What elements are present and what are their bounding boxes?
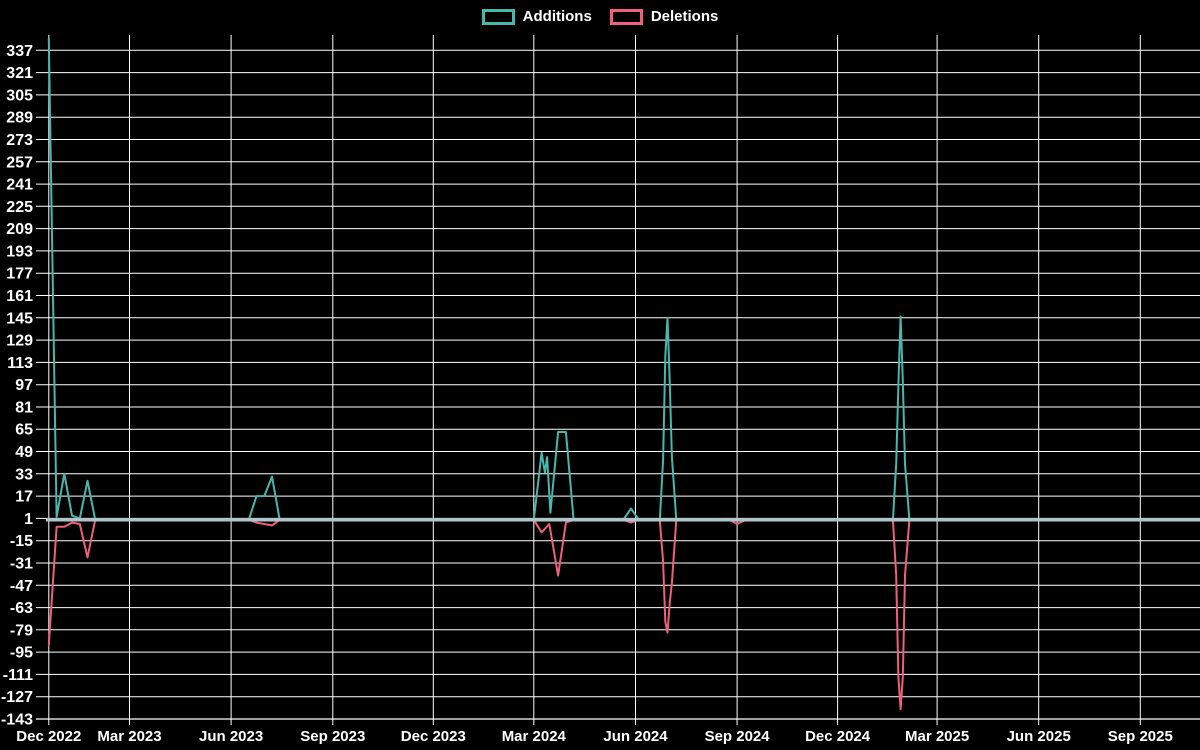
x-tick-label: Sep 2024 [705,728,771,745]
y-tick-label: 193 [6,243,33,260]
y-tick-label: 225 [6,199,33,216]
y-tick-label: -15 [10,533,33,550]
y-tick-label: 97 [15,377,33,394]
y-tick-label: 145 [6,310,33,327]
legend-item-additions[interactable]: Additions [481,8,592,26]
y-tick-label: 321 [6,65,33,82]
y-tick-label: 161 [6,288,33,305]
y-tick-label: 337 [6,43,33,60]
y-tick-label: 177 [6,266,33,283]
x-tick-label: Jun 2024 [603,728,668,745]
y-tick-label: -95 [10,645,33,662]
y-tick-label: 305 [6,87,33,104]
legend-label-additions: Additions [522,8,592,25]
y-tick-label: 289 [6,110,33,127]
y-tick-label: -111 [3,667,33,684]
y-tick-label: -143 [1,712,33,729]
additions-line [47,38,1200,521]
x-tick-label: Jun 2025 [1007,728,1071,745]
y-tick-label: 17 [15,489,33,506]
y-tick-label: 33 [15,466,33,483]
x-tick-label: Dec 2023 [401,728,466,745]
y-tick-label: -63 [10,600,33,617]
x-tick-label: Sep 2025 [1108,728,1173,745]
y-tick-label: -79 [10,622,33,639]
deletions-swatch-icon [609,9,643,25]
y-tick-label: -47 [10,578,33,595]
additions-swatch-icon [481,9,515,25]
y-tick-label: 209 [6,221,33,238]
x-tick-label: Mar 2024 [502,728,567,745]
y-tick-label: 129 [6,333,33,350]
y-tick-label: 113 [7,355,33,372]
y-tick-label: 81 [15,400,33,417]
chart-legend: Additions Deletions [0,8,1200,26]
y-tick-label: -31 [10,556,33,573]
x-tick-label: Dec 2024 [805,728,871,745]
y-tick-label: 49 [15,444,33,461]
y-tick-label: 241 [6,177,33,194]
y-tick-label: 273 [6,132,33,149]
x-tick-label: Dec 2022 [16,728,81,745]
y-tick-label: 257 [6,154,33,171]
x-tick-label: Mar 2023 [97,728,161,745]
x-tick-label: Mar 2025 [905,728,969,745]
x-tick-label: Jun 2023 [199,728,263,745]
legend-label-deletions: Deletions [650,8,719,25]
y-tick-label: 1 [24,511,33,528]
y-tick-label: -127 [1,689,33,706]
y-tick-label: 65 [15,422,33,439]
x-tick-label: Sep 2023 [300,728,365,745]
legend-item-deletions[interactable]: Deletions [609,8,719,26]
deletions-line [47,518,1200,711]
